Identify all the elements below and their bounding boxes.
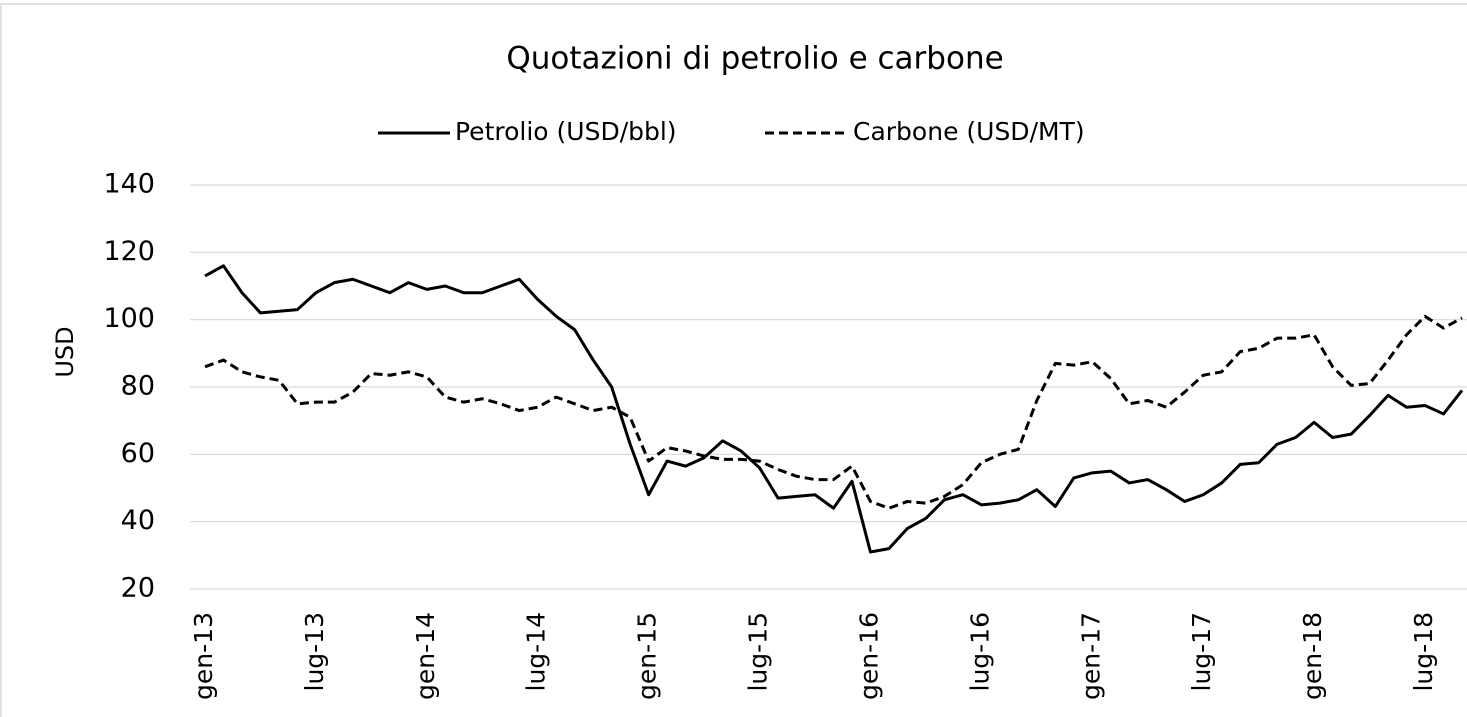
series-line bbox=[204, 264, 1464, 554]
series-line bbox=[204, 314, 1463, 510]
x-tick-label: lug-18 bbox=[1409, 612, 1438, 692]
x-tick-label: lug-16 bbox=[965, 612, 994, 692]
x-tick-label: gen-16 bbox=[854, 612, 883, 700]
x-tick-label: gen-14 bbox=[411, 612, 440, 700]
y-tick-label: 140 bbox=[103, 169, 155, 200]
legend-label: Carbone (USD/MT) bbox=[853, 117, 1085, 146]
x-tick-label: gen-15 bbox=[633, 612, 662, 700]
x-tick-label: lug-14 bbox=[522, 612, 551, 692]
x-tick-label: gen-17 bbox=[1076, 612, 1105, 700]
x-tick-label: lug-17 bbox=[1187, 612, 1216, 692]
x-tick-label: gen-13 bbox=[189, 612, 218, 700]
y-tick-label: 100 bbox=[103, 303, 155, 334]
y-tick-label: 20 bbox=[121, 573, 155, 604]
x-tick-label: lug-13 bbox=[300, 612, 329, 692]
y-tick-label: 80 bbox=[121, 371, 155, 402]
chart-title: Quotazioni di petrolio e carbone bbox=[506, 41, 1003, 77]
y-tick-label: 40 bbox=[121, 505, 155, 536]
x-tick-label: gen-18 bbox=[1298, 612, 1327, 700]
legend-label: Petrolio (USD/bbl) bbox=[455, 117, 677, 146]
y-tick-label: 120 bbox=[103, 236, 155, 267]
y-axis-label: USD bbox=[51, 326, 79, 377]
chart-border bbox=[0, 3, 1467, 717]
y-tick-label: 60 bbox=[121, 438, 155, 469]
x-tick-label: lug-15 bbox=[744, 612, 773, 692]
